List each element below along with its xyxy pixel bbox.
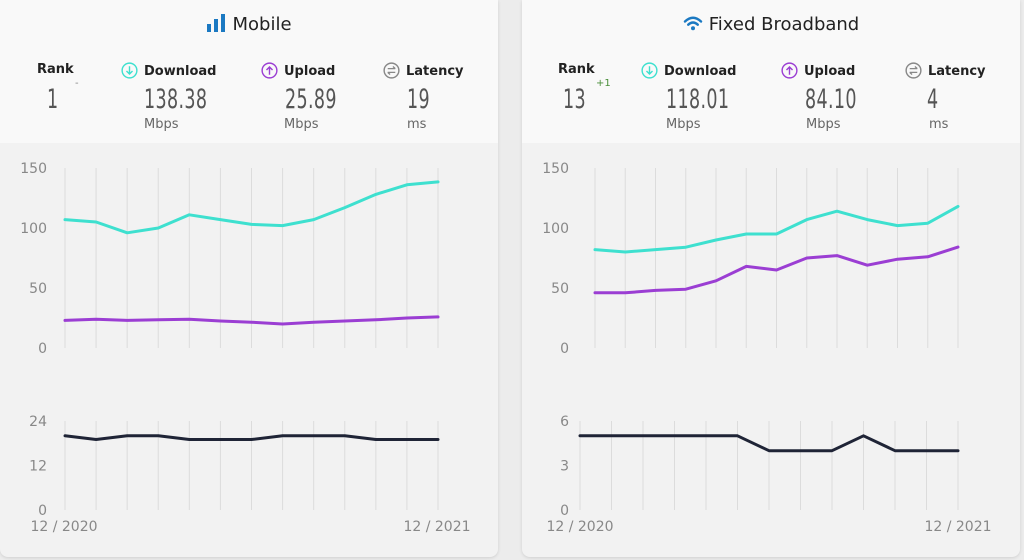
- arrow-down-circle-icon: [641, 62, 658, 79]
- fixed-broadband-panel: Fixed Broadband Rank 13 +1 Download 118.…: [522, 0, 1020, 557]
- arrow-up-circle-icon: [781, 62, 798, 79]
- y-tick-label: 50: [29, 281, 47, 297]
- latency-label: Latency: [905, 62, 1015, 79]
- y-tick-label: 0: [560, 503, 569, 519]
- upload-label-text: Upload: [284, 64, 336, 79]
- latency-series-line: [578, 434, 960, 453]
- upload-unit: Mbps: [806, 117, 841, 132]
- download-series-line: [593, 204, 960, 254]
- arrow-up-circle-icon: [261, 62, 278, 79]
- download-value: 118.01: [666, 84, 730, 115]
- latency-label-text: Latency: [406, 64, 464, 79]
- latency-arrows-circle-icon: [905, 62, 922, 79]
- y-tick-label: 150: [542, 161, 569, 177]
- fixed-broadband-summary: Fixed Broadband Rank 13 +1 Download 118.…: [522, 0, 1020, 143]
- upload-value: 25.89: [285, 84, 337, 115]
- download-unit: Mbps: [666, 117, 701, 132]
- y-tick-label: 0: [38, 341, 47, 357]
- download-series-line: [63, 180, 440, 235]
- latency-metric: Latency 19 ms: [383, 62, 493, 132]
- upload-unit: Mbps: [284, 117, 319, 132]
- x-start-label: 12 / 2020: [30, 519, 97, 535]
- mobile-summary: Mobile Rank 1 - Download 138.38 Mbps U: [0, 0, 498, 143]
- y-tick-label: 0: [560, 341, 569, 357]
- y-tick-label: 3: [560, 459, 569, 475]
- download-unit: Mbps: [144, 117, 179, 132]
- upload-metric: Upload 84.10 Mbps: [781, 62, 891, 132]
- rank-metric: Rank 13 +1: [558, 62, 668, 115]
- rank-value: 1: [47, 84, 59, 115]
- speed-chart: 0 50 100 150: [542, 161, 960, 357]
- y-tick-label: 50: [551, 281, 569, 297]
- latency-series-line: [63, 434, 440, 441]
- x-end-label: 12 / 2021: [403, 519, 470, 535]
- latency-label: Latency: [383, 62, 493, 79]
- latency-chart: 0 12 24: [29, 414, 440, 519]
- download-label: Download: [641, 62, 751, 79]
- upload-metric: Upload 25.89 Mbps: [261, 62, 371, 132]
- y-tick-label: 100: [20, 221, 47, 237]
- latency-chart: 0 3 6: [560, 414, 960, 519]
- upload-series-line: [63, 315, 440, 326]
- mobile-charts: 0 50 100 150 0 12 24 12 / 2020 12 / 2021: [20, 161, 470, 535]
- y-tick-label: 100: [542, 221, 569, 237]
- rank-metric: Rank 1 -: [37, 62, 147, 115]
- latency-value: 19: [407, 84, 430, 115]
- arrow-down-circle-icon: [121, 62, 138, 79]
- panel-title-text: Fixed Broadband: [708, 14, 860, 35]
- rank-delta: -: [75, 78, 79, 89]
- panel-title-text: Mobile: [232, 14, 292, 35]
- latency-value: 4: [927, 84, 939, 115]
- y-tick-label: 150: [20, 161, 47, 177]
- wifi-icon: [683, 16, 702, 31]
- rank-delta: +1: [596, 78, 611, 89]
- panel-title: Fixed Broadband: [522, 14, 1020, 35]
- signal-bars-icon: [207, 14, 226, 32]
- latency-metric: Latency 4 ms: [905, 62, 1015, 132]
- rank-label: Rank: [558, 62, 595, 77]
- panel-title: Mobile: [0, 14, 498, 35]
- latency-arrows-circle-icon: [383, 62, 400, 79]
- rank-label: Rank: [37, 62, 74, 77]
- download-metric: Download 138.38 Mbps: [121, 62, 231, 132]
- download-metric: Download 118.01 Mbps: [641, 62, 751, 132]
- upload-label-text: Upload: [804, 64, 856, 79]
- download-label-text: Download: [664, 64, 737, 79]
- download-label: Download: [121, 62, 231, 79]
- latency-unit: ms: [929, 117, 949, 132]
- rank-value: 13: [563, 84, 586, 115]
- download-value: 138.38: [144, 84, 208, 115]
- y-tick-label: 0: [38, 503, 47, 519]
- download-label-text: Download: [144, 64, 217, 79]
- upload-label: Upload: [261, 62, 371, 79]
- speed-chart: 0 50 100 150: [20, 161, 440, 357]
- fixed-broadband-charts: 0 50 100 150 0 3 6 12 / 2020 12 / 2021: [542, 161, 991, 535]
- x-start-label: 12 / 2020: [546, 519, 613, 535]
- mobile-panel: Mobile Rank 1 - Download 138.38 Mbps U: [0, 0, 498, 557]
- latency-label-text: Latency: [928, 64, 986, 79]
- y-tick-label: 24: [29, 414, 47, 430]
- y-tick-label: 6: [560, 414, 569, 430]
- y-tick-label: 12: [29, 459, 47, 475]
- upload-value: 84.10: [805, 84, 857, 115]
- upload-label: Upload: [781, 62, 891, 79]
- latency-unit: ms: [407, 117, 427, 132]
- upload-series-line: [593, 245, 960, 295]
- x-end-label: 12 / 2021: [924, 519, 991, 535]
